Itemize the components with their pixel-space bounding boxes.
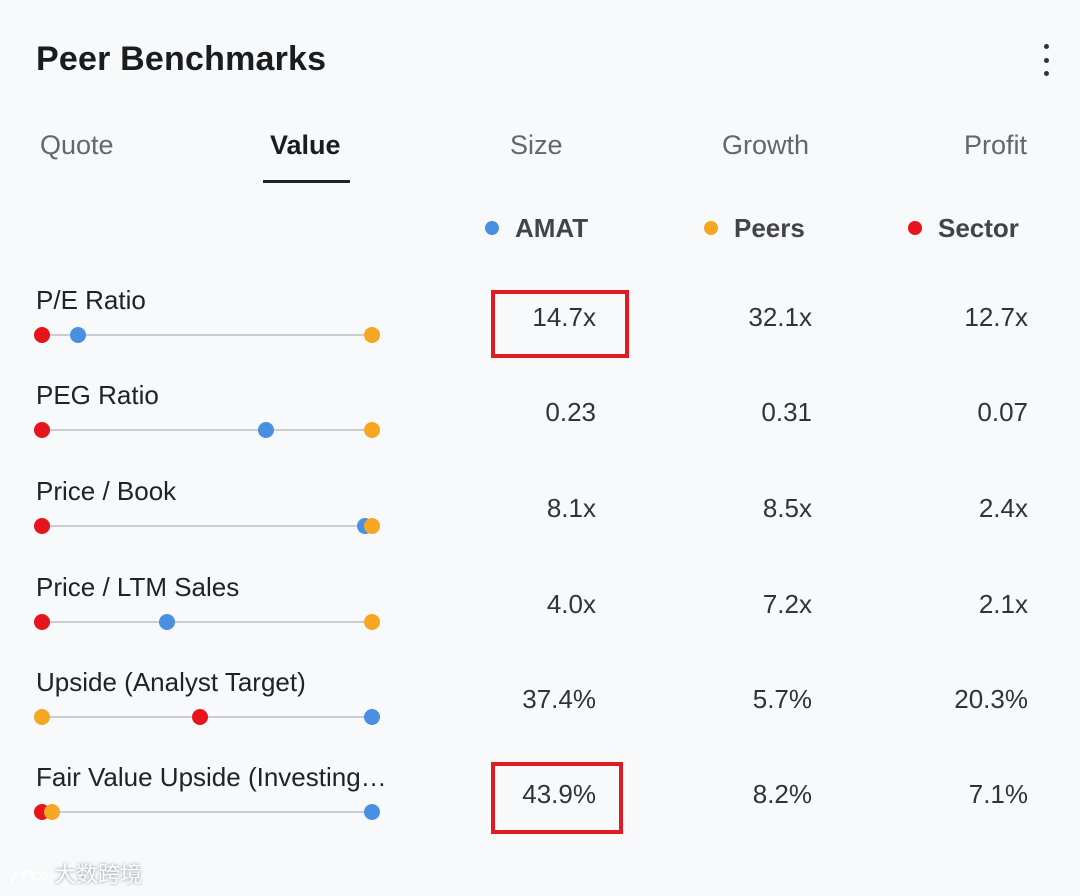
sector-dot-icon xyxy=(908,221,922,236)
value-amat: 8.1x xyxy=(546,493,596,523)
benchmark-row: Upside (Analyst Target) 37.4% 5.7% 20.3% xyxy=(0,667,1080,762)
range-slider xyxy=(34,327,380,343)
legend-amat-label: AMAT xyxy=(515,213,589,243)
legend-sector: Sector xyxy=(908,208,1019,248)
slider-dot-sector xyxy=(34,422,50,438)
tab-quote[interactable]: Quote xyxy=(40,130,114,160)
tab-value[interactable]: Value xyxy=(270,130,341,160)
slider-track xyxy=(42,429,372,431)
slider-dot-peers xyxy=(364,518,380,534)
value-sector: 12.7x xyxy=(964,302,1028,332)
benchmark-row: Price / Book 8.1x 8.5x 2.4x xyxy=(0,476,1080,571)
row-label: PEG Ratio xyxy=(36,380,159,410)
watermark: 大数跨境 xyxy=(8,860,142,890)
slider-dot-amat xyxy=(70,327,87,343)
benchmark-row: Price / LTM Sales 4.0x 7.2x 2.1x xyxy=(0,572,1080,667)
legend-amat: AMAT xyxy=(485,208,588,248)
range-slider xyxy=(34,518,380,534)
active-tab-indicator xyxy=(263,180,350,183)
range-slider xyxy=(34,804,380,820)
menu-dot xyxy=(1043,57,1049,63)
value-sector: 7.1% xyxy=(968,779,1028,809)
tab-profit[interactable]: Profit xyxy=(964,130,1028,160)
tab-bar: Quote Value Size Growth Profit xyxy=(0,125,1080,185)
legend-peers: Peers xyxy=(704,208,805,248)
legend-sector-label: Sector xyxy=(938,213,1019,243)
value-sector: 2.4x xyxy=(978,493,1028,523)
row-label: P/E Ratio xyxy=(36,285,146,315)
peers-dot-icon xyxy=(704,221,718,236)
value-amat: 4.0x xyxy=(546,589,596,619)
tab-size[interactable]: Size xyxy=(510,130,563,160)
range-slider xyxy=(34,614,380,630)
range-slider xyxy=(34,422,380,438)
slider-dot-sector xyxy=(34,327,50,343)
card-title: Peer Benchmarks xyxy=(36,40,327,78)
value-peers: 8.2% xyxy=(752,779,812,809)
menu-dot xyxy=(1043,44,1049,49)
amat-dot-icon xyxy=(485,221,499,236)
watermark-logo-icon xyxy=(11,870,48,884)
value-amat: 14.7x xyxy=(532,302,596,332)
slider-dot-peers xyxy=(364,422,380,438)
slider-dot-amat xyxy=(159,614,176,630)
slider-dot-amat xyxy=(364,709,380,725)
slider-dot-sector xyxy=(34,614,50,630)
slider-dot-amat xyxy=(364,804,380,820)
legend-peers-label: Peers xyxy=(734,213,805,243)
benchmark-row: P/E Ratio 14.7x 32.1x 12.7x xyxy=(0,285,1080,380)
watermark-text: 大数跨境 xyxy=(54,862,143,887)
value-amat: 37.4% xyxy=(522,684,596,714)
value-amat: 0.23 xyxy=(545,397,596,427)
more-vertical-icon[interactable] xyxy=(1036,44,1056,76)
slider-track xyxy=(42,621,372,623)
tab-growth[interactable]: Growth xyxy=(722,130,810,160)
slider-track xyxy=(42,525,372,527)
slider-dot-peers xyxy=(364,614,380,630)
slider-dot-peers xyxy=(43,804,60,820)
value-peers: 32.1x xyxy=(748,302,812,332)
row-label: Price / Book xyxy=(36,476,177,506)
slider-dot-peers xyxy=(34,709,50,725)
value-peers: 8.5x xyxy=(762,493,812,523)
value-peers: 5.7% xyxy=(752,684,812,714)
row-label: Fair Value Upside (Investing… xyxy=(36,762,387,792)
value-sector: 2.1x xyxy=(978,589,1028,619)
row-label: Upside (Analyst Target) xyxy=(36,667,306,697)
highlight-box xyxy=(491,290,629,358)
slider-dot-peers xyxy=(364,327,380,343)
value-peers: 7.2x xyxy=(762,589,812,619)
value-sector: 0.07 xyxy=(977,397,1028,427)
slider-dot-sector xyxy=(192,709,209,725)
slider-track xyxy=(42,334,372,336)
value-amat: 43.9% xyxy=(522,779,596,809)
benchmark-row: PEG Ratio 0.23 0.31 0.07 xyxy=(0,380,1080,475)
value-peers: 0.31 xyxy=(761,397,812,427)
row-label: Price / LTM Sales xyxy=(36,572,240,602)
benchmark-row: Fair Value Upside (Investing… 43.9% 8.2% 7.… xyxy=(0,762,1080,857)
value-sector: 20.3% xyxy=(954,684,1028,714)
slider-track xyxy=(42,811,372,813)
range-slider xyxy=(34,709,380,725)
highlight-box xyxy=(491,762,623,834)
slider-dot-sector xyxy=(34,518,50,534)
menu-dot xyxy=(1043,71,1049,76)
slider-dot-amat xyxy=(258,422,275,438)
